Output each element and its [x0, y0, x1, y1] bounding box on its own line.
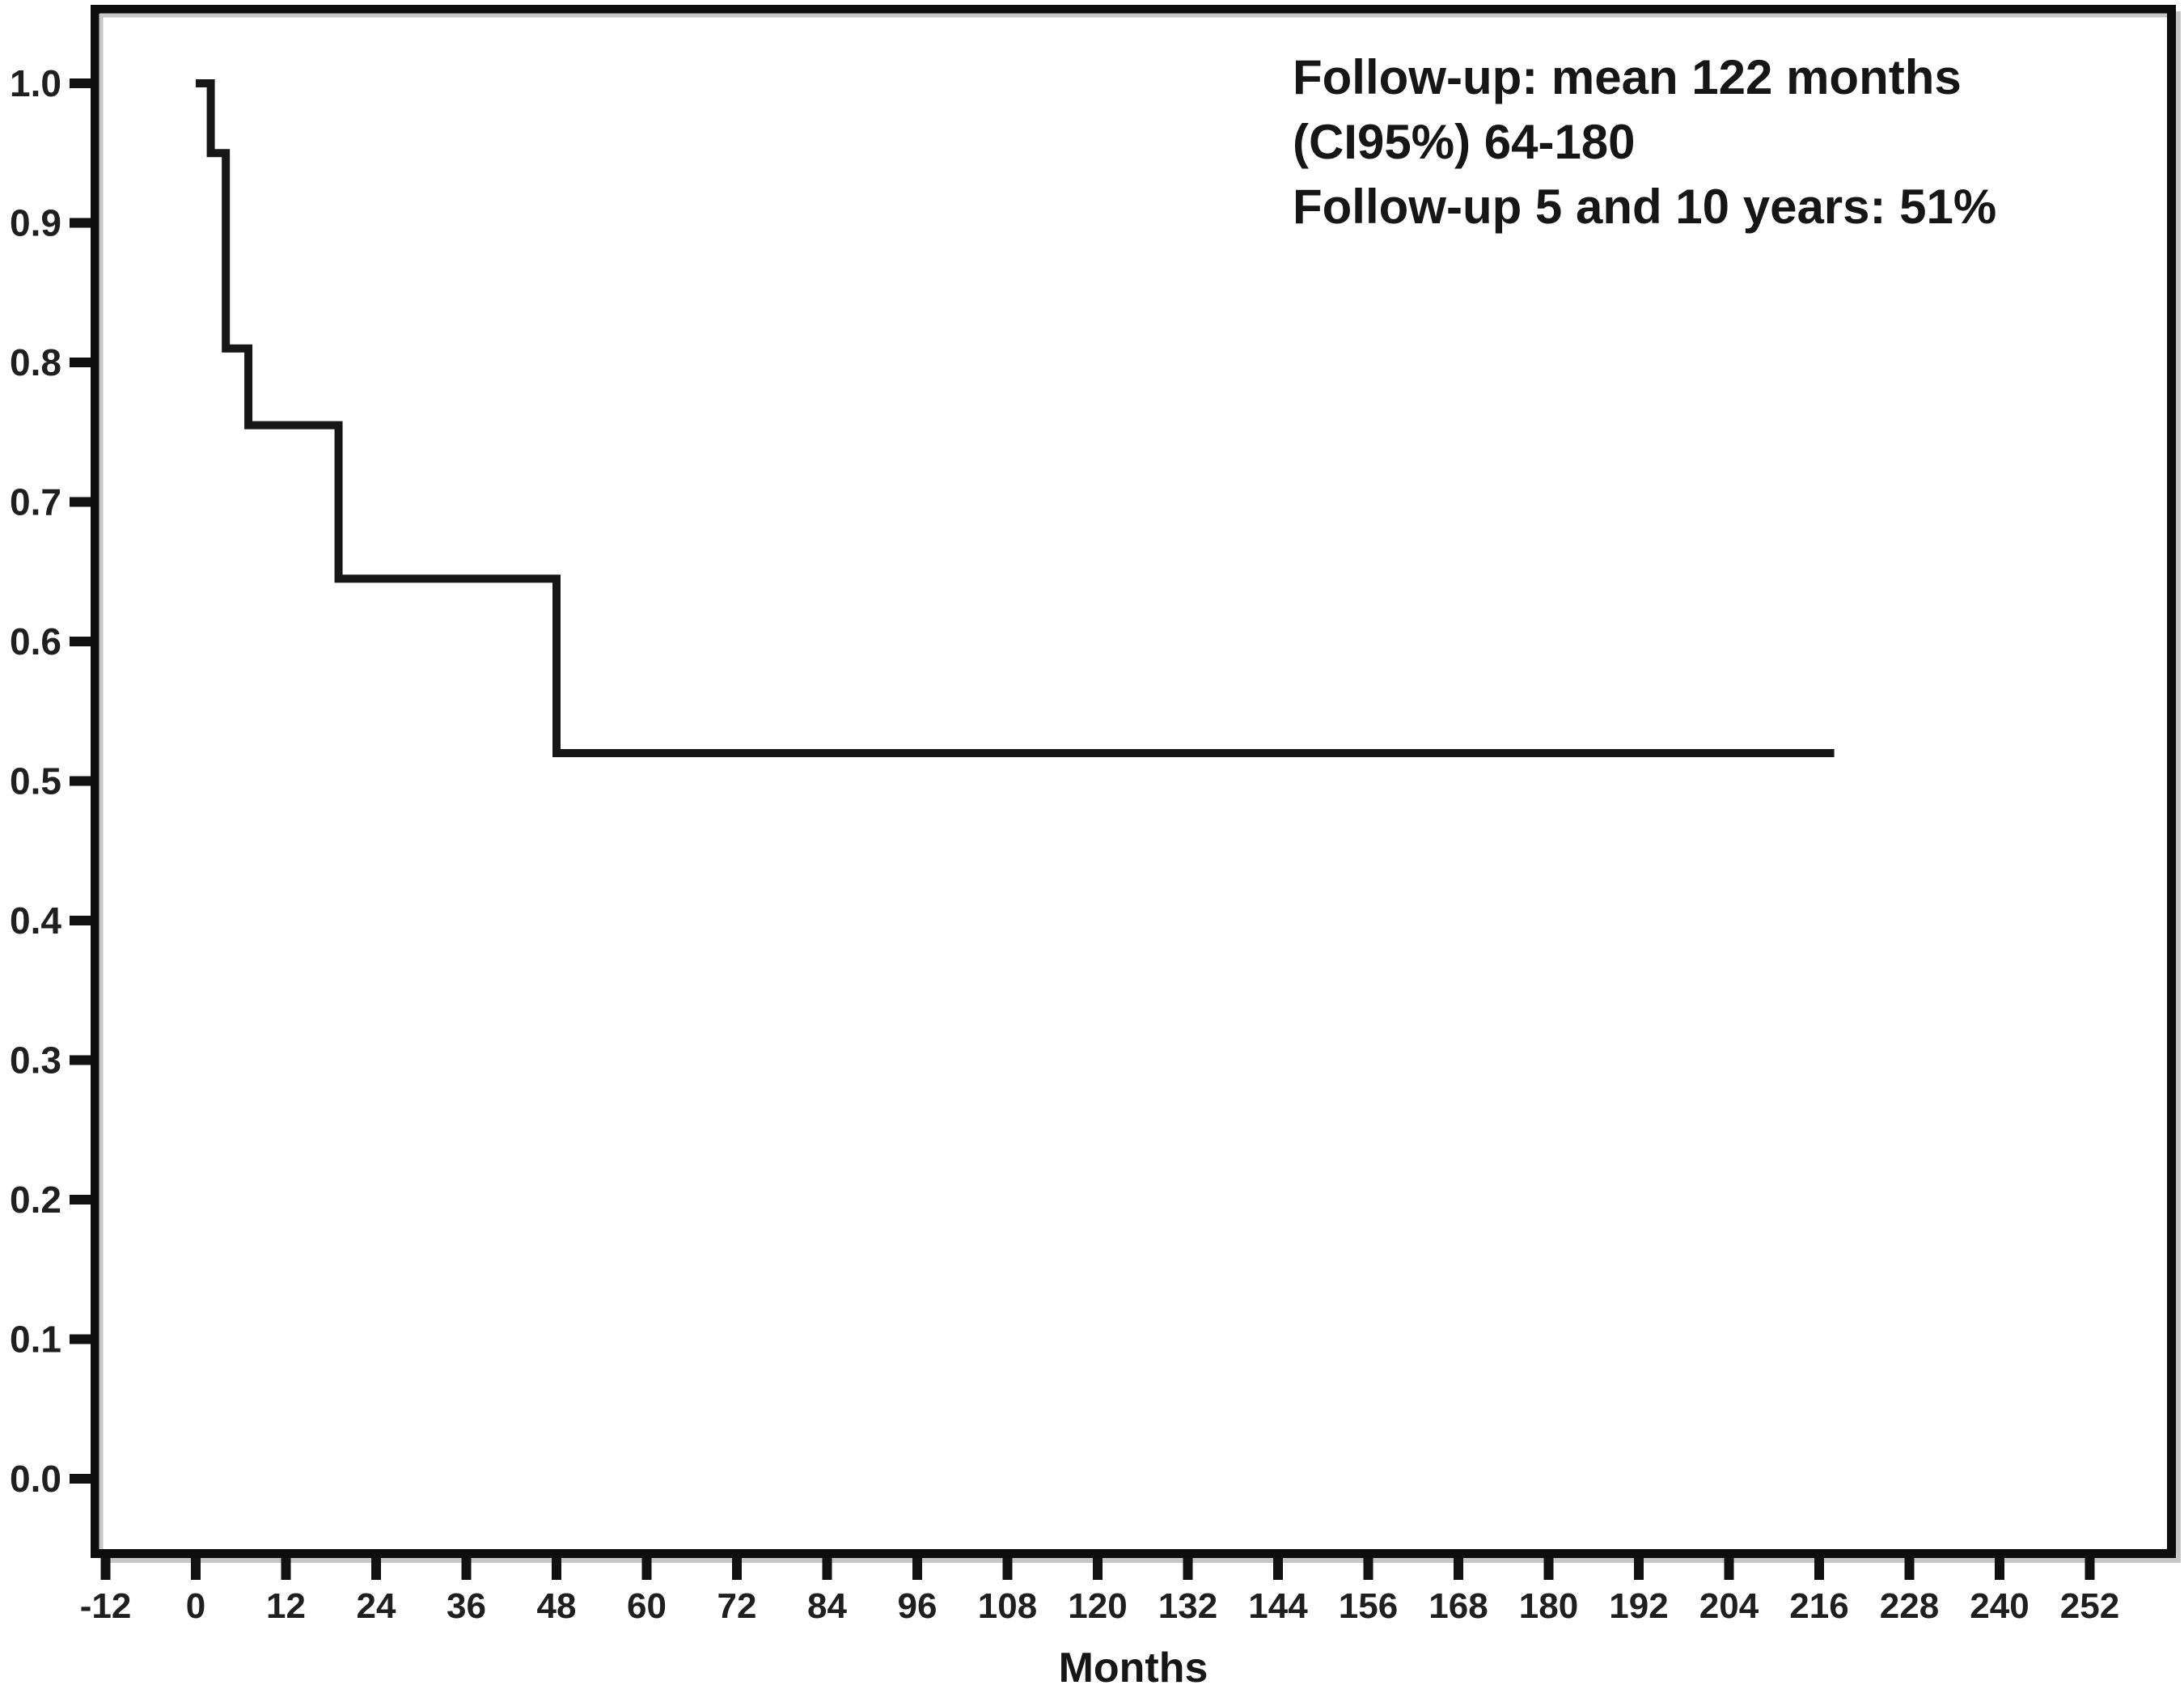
x-tick-label: 204: [1699, 1586, 1759, 1626]
x-tick-label: 168: [1428, 1586, 1488, 1626]
y-tick-label: 0.8: [10, 341, 61, 383]
x-tick-label: 24: [357, 1586, 396, 1626]
axis-ticks: [70, 78, 2095, 1580]
axis-tick-labels: -12 0 12 24 36 48 60 72 84 96 108 120 132 144 156 168 18…: [10, 62, 2119, 1626]
x-tick-label: -12: [80, 1586, 132, 1626]
y-tick-label: 0.6: [10, 620, 61, 663]
y-tick-label: 0.2: [10, 1179, 61, 1221]
y-tick-label: 0.4: [10, 900, 61, 942]
x-tick-label: 228: [1880, 1586, 1939, 1626]
x-tick-label: 84: [807, 1586, 847, 1626]
survival-step-line: [196, 79, 1835, 757]
x-tick-label: 192: [1609, 1586, 1668, 1626]
x-tick-label: 240: [1970, 1586, 2029, 1626]
survival-curve: [196, 79, 1835, 757]
followup-annotation: Follow-up: mean 122 months (CI95%) 64-18…: [1293, 45, 1996, 239]
y-tick-label: 0.5: [10, 760, 61, 802]
x-tick-label: 108: [978, 1586, 1037, 1626]
x-tick-label: 36: [447, 1586, 486, 1626]
y-tick-label: 1.0: [10, 62, 61, 104]
x-tick-label: 120: [1068, 1586, 1127, 1626]
x-tick-label: 12: [266, 1586, 306, 1626]
annotation-line-2: (CI95%) 64-180: [1293, 115, 1636, 169]
x-tick-label: 60: [627, 1586, 667, 1626]
y-tick-label: 0.1: [10, 1319, 61, 1361]
x-tick-label: 180: [1519, 1586, 1578, 1626]
x-tick-label: 132: [1158, 1586, 1217, 1626]
x-axis-title: Months: [1058, 1645, 1208, 1691]
annotation-line-3: Follow-up 5 and 10 years: 51%: [1293, 180, 1997, 234]
x-tick-label: 72: [717, 1586, 757, 1626]
y-tick-label: 0.3: [10, 1039, 61, 1082]
annotation-line-1: Follow-up: mean 122 months: [1293, 50, 1962, 104]
x-tick-label: 156: [1339, 1586, 1398, 1626]
x-tick-label: 144: [1248, 1586, 1308, 1626]
y-tick-label: 0.9: [10, 202, 61, 244]
x-tick-label: 252: [2060, 1586, 2119, 1626]
y-tick-label: 0.0: [10, 1458, 61, 1500]
plot-border: [91, 5, 2176, 1558]
x-tick-label: 216: [1789, 1586, 1848, 1626]
y-tick-label: 0.7: [10, 481, 61, 523]
x-tick-label: 0: [186, 1586, 205, 1626]
x-tick-label: 48: [537, 1586, 577, 1626]
x-tick-label: 96: [898, 1586, 938, 1626]
plot-frame: [91, 5, 2181, 1563]
